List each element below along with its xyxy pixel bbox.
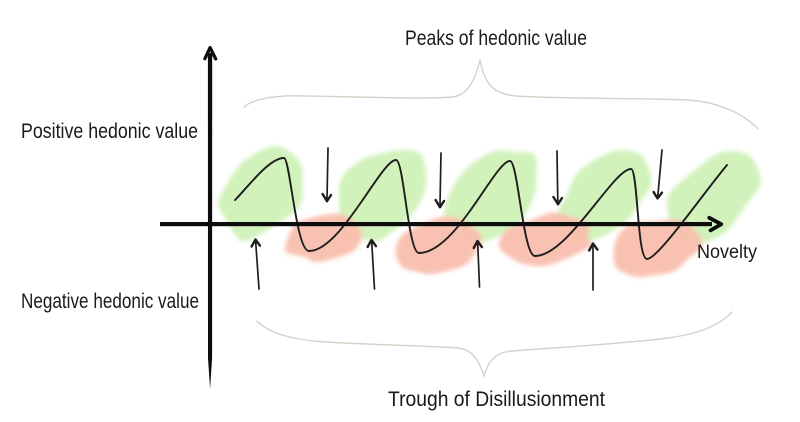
svg-text:Novelty: Novelty xyxy=(697,242,757,263)
svg-text:Trough of Disillusionment: Trough of Disillusionment xyxy=(388,388,605,411)
svg-text:Positive hedonic value: Positive hedonic value xyxy=(21,120,198,143)
svg-text:Negative hedonic value: Negative hedonic value xyxy=(21,290,199,313)
svg-text:Peaks of hedonic value: Peaks of hedonic value xyxy=(405,27,587,50)
